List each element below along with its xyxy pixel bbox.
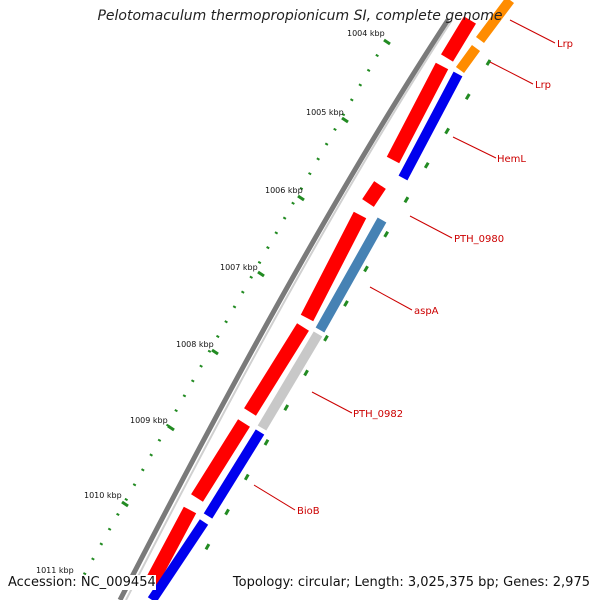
tick-label: 1008 kbp <box>176 340 214 349</box>
gene-pth0982-forward[interactable] <box>244 323 309 416</box>
gene-aspA-forward[interactable] <box>300 211 367 322</box>
tick-label: 1006 kbp <box>265 186 303 195</box>
genome-summary: Topology: circular; Length: 3,025,375 bp… <box>232 575 590 590</box>
feature-aspA-steel[interactable] <box>315 217 387 333</box>
gene-callouts <box>253 19 556 511</box>
gene-label-aspA[interactable]: aspA <box>414 306 439 317</box>
feature-bioB-blue[interactable] <box>203 429 265 519</box>
tick-labels: 1004 kbp 1005 kbp 1006 kbp 1007 kbp 1008… <box>36 29 385 575</box>
gene-pth0980-forward[interactable] <box>362 181 386 207</box>
feature-hemL-blue[interactable] <box>398 71 463 181</box>
genome-backbone <box>117 18 451 600</box>
reverse-strand-genes <box>147 0 514 600</box>
tick-label: 1007 kbp <box>220 263 258 272</box>
tick-track <box>68 39 388 600</box>
tick-label: 1010 kbp <box>84 491 122 500</box>
gene-label-lrp-2[interactable]: Lrp <box>535 80 551 91</box>
gene-label-hemL[interactable]: HemL <box>497 154 526 165</box>
gene-bioB-forward[interactable] <box>191 419 250 502</box>
gene-label-pth0982[interactable]: PTH_0982 <box>353 409 403 420</box>
accession-label: Accession: NC_009454 <box>8 575 156 590</box>
feature-next-blue[interactable] <box>147 519 209 600</box>
feature-pth0982-gray[interactable] <box>257 331 323 431</box>
tick-label: 1011 kbp <box>36 566 74 575</box>
gene-label-lrp-1[interactable]: Lrp <box>557 39 573 50</box>
feature-lrp-orange-a[interactable] <box>476 0 514 43</box>
gene-next-forward[interactable] <box>143 506 197 589</box>
tick-label: 1005 kbp <box>306 108 344 117</box>
gene-labels: Lrp Lrp HemL PTH_0980 aspA PTH_0982 BioB <box>297 39 573 517</box>
gene-hemL-forward[interactable] <box>386 62 449 164</box>
green-dash-track <box>198 59 492 561</box>
tick-label: 1004 kbp <box>347 29 385 38</box>
forward-strand-genes <box>143 16 476 589</box>
gene-lrp-forward[interactable] <box>441 16 476 62</box>
feature-lrp-orange-b[interactable] <box>455 45 481 73</box>
genome-backbone-inner <box>125 19 453 600</box>
genome-title: Pelotomaculum thermopropionicum SI, comp… <box>97 8 503 24</box>
gene-label-bioB[interactable]: BioB <box>297 506 320 517</box>
tick-marks <box>121 38 391 508</box>
tick-label: 1009 kbp <box>130 416 168 425</box>
gene-label-pth0980[interactable]: PTH_0980 <box>454 234 504 245</box>
